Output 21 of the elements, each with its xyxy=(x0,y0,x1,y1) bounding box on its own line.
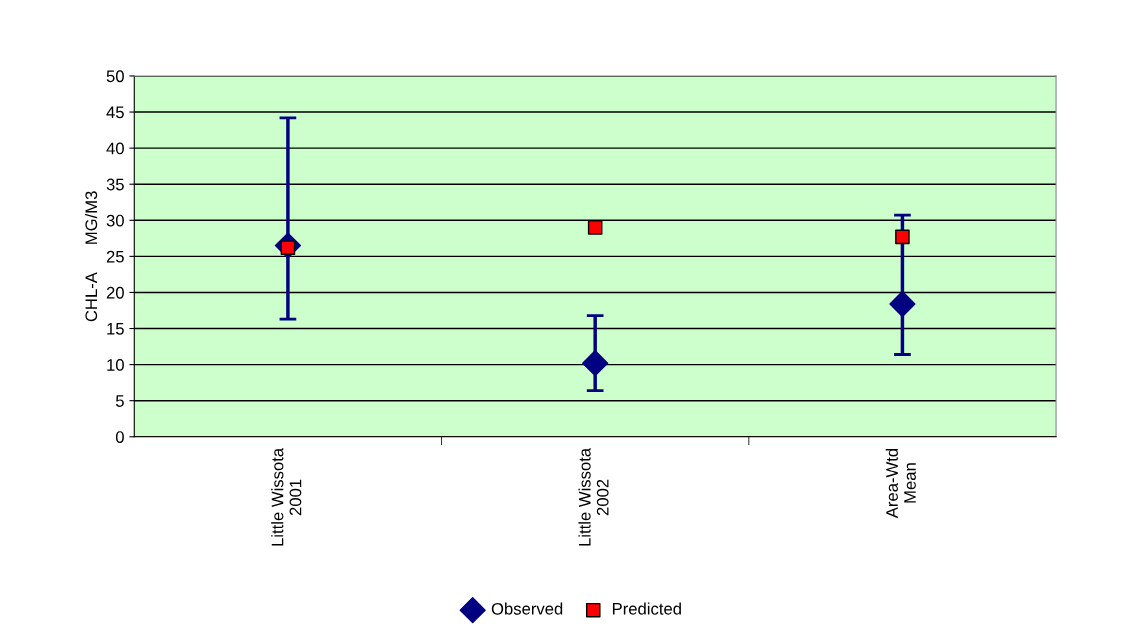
y-tick-label: 15 xyxy=(107,323,124,335)
y-tick-label: 25 xyxy=(106,250,124,263)
x-tick-label: Little Wissota 2002 xyxy=(578,447,609,546)
y-tick-label: 50 xyxy=(106,70,124,83)
x-tick-label: Little Wissota 2001 xyxy=(271,447,302,546)
legend-label: Predicted xyxy=(612,602,681,615)
y-tick-label: 45 xyxy=(106,106,124,119)
point xyxy=(582,350,609,377)
y-tick-label: 30 xyxy=(106,214,124,227)
point xyxy=(895,229,910,245)
x-tick-label: Area-Wtd Mean xyxy=(885,448,916,519)
point xyxy=(889,290,916,318)
y-tick-label: 40 xyxy=(106,142,124,155)
legend-label: Observed xyxy=(491,602,563,615)
y-axis-title: CHL-A MG/M3 xyxy=(84,191,98,322)
y-tick-label: 10 xyxy=(107,359,124,371)
y-tick-label: 20 xyxy=(106,286,124,299)
point xyxy=(587,220,603,235)
y-tick-label: 5 xyxy=(115,395,124,407)
y-tick-label: 35 xyxy=(106,178,124,191)
y-tick-label: 0 xyxy=(115,431,124,443)
